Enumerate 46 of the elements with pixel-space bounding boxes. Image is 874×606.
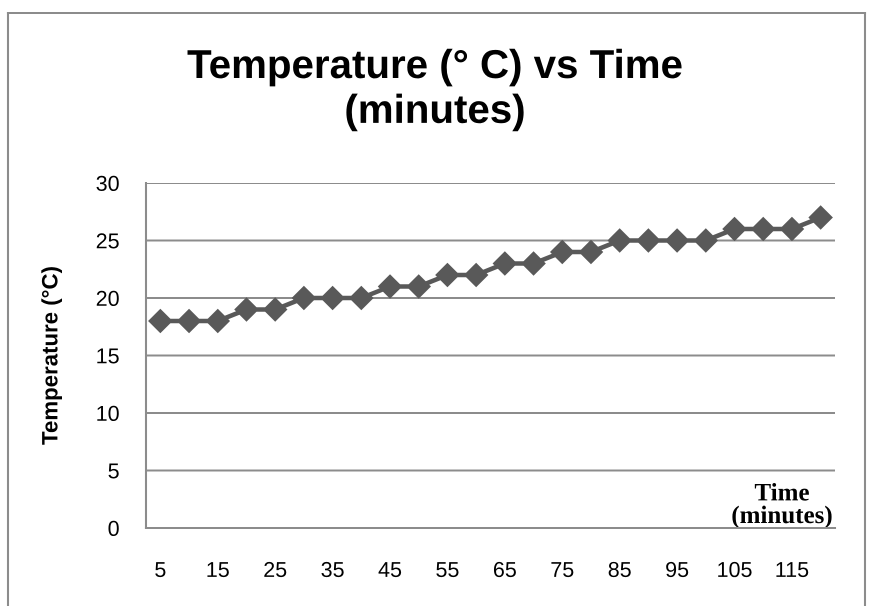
point (464, 263, 488, 287)
point (522, 252, 546, 276)
x-tick-label: 115 (776, 562, 808, 578)
point (492, 252, 517, 276)
point (751, 217, 776, 241)
chart-title: Temperature (° C) vs Time (minutes) (188, 48, 682, 132)
point (665, 228, 690, 252)
point (206, 309, 230, 333)
y-tick-label: 15 (97, 348, 119, 364)
x-tick-label: 15 (207, 562, 229, 578)
x-tick-label: 5 (155, 562, 166, 578)
x-tick-label: 45 (378, 562, 402, 578)
x-tick-label: 95 (666, 562, 688, 578)
x-tick-label: 25 (264, 562, 286, 578)
y-tick-label: 0 (108, 520, 119, 536)
point (320, 286, 345, 310)
point (578, 240, 603, 264)
point (722, 217, 747, 241)
x-tick-label: 55 (436, 562, 459, 578)
point (406, 274, 431, 298)
y-tick-label: 5 (108, 463, 119, 479)
x-axis-title: Time (minutes) (732, 483, 832, 528)
y-tick-label: 25 (96, 233, 119, 249)
x-tick-label: 85 (608, 562, 631, 578)
point (292, 286, 316, 310)
y-tick-label: 30 (96, 176, 119, 192)
y-tick-label: 20 (96, 290, 119, 306)
point (780, 217, 804, 241)
x-tick-label: 65 (494, 562, 516, 578)
point (636, 228, 660, 252)
point (234, 298, 258, 322)
point (349, 286, 374, 310)
point (378, 274, 402, 298)
y-tick-label: 10 (97, 406, 119, 422)
point (435, 263, 460, 287)
point (608, 228, 632, 252)
point (550, 240, 574, 264)
point (808, 206, 833, 230)
point (177, 309, 202, 333)
x-tick-label: 35 (321, 562, 344, 578)
point (694, 228, 718, 252)
point (263, 298, 288, 322)
y-axis-title: Temperature (°C) (41, 267, 62, 445)
x-tick-label: 75 (551, 562, 574, 578)
x-tick-label: 105 (718, 562, 752, 578)
point (148, 309, 172, 333)
